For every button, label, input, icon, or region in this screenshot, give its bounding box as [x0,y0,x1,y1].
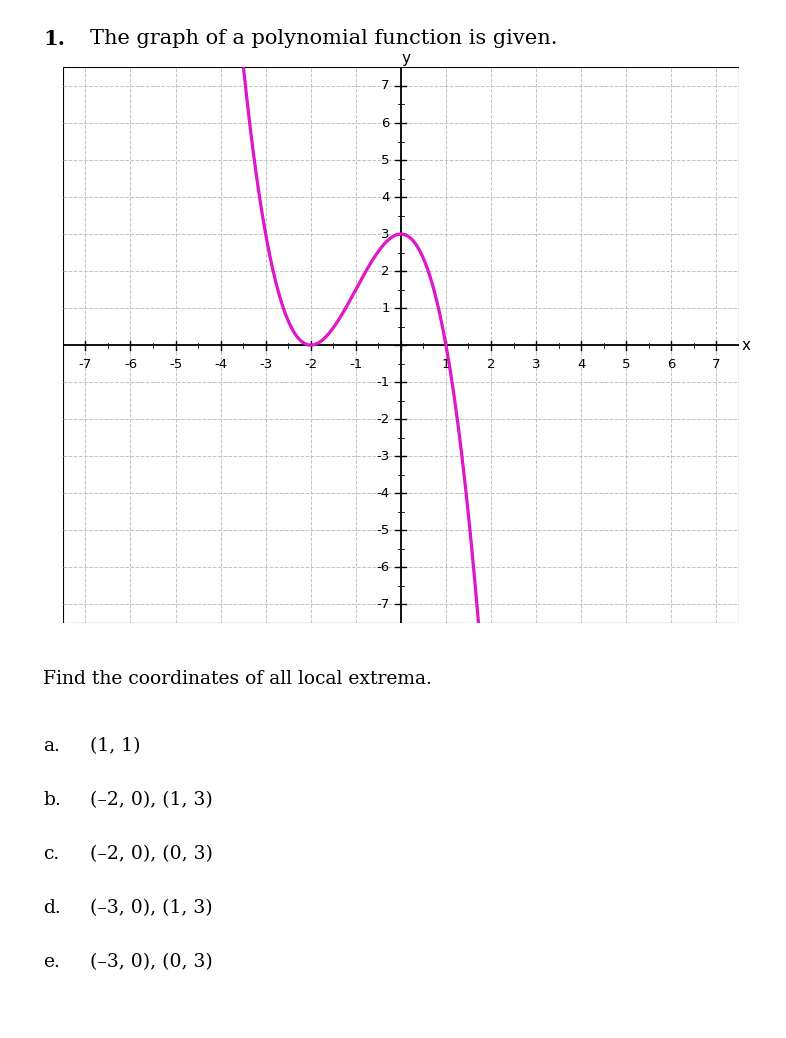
Text: -1: -1 [376,376,390,388]
Text: -3: -3 [376,449,390,463]
Text: 7: 7 [381,80,390,92]
Text: 4: 4 [381,191,390,203]
Text: d.: d. [43,899,61,917]
Text: -6: -6 [376,561,390,574]
Text: 6: 6 [667,358,675,372]
Text: (–2, 0), (0, 3): (–2, 0), (0, 3) [90,845,213,863]
Text: 2: 2 [487,358,495,372]
Text: b.: b. [43,791,61,809]
Text: -7: -7 [79,358,92,372]
Text: 4: 4 [577,358,586,372]
Text: 5: 5 [622,358,630,372]
Text: y: y [402,51,411,65]
Text: c.: c. [43,845,60,863]
Text: -5: -5 [169,358,182,372]
Text: 5: 5 [381,154,390,166]
Text: -5: -5 [376,524,390,537]
Text: (–2, 0), (1, 3): (–2, 0), (1, 3) [90,791,213,809]
Text: -3: -3 [259,358,272,372]
Text: 3: 3 [532,358,540,372]
Text: 6: 6 [381,116,390,130]
Text: (–3, 0), (1, 3): (–3, 0), (1, 3) [90,899,213,917]
Text: 1.: 1. [43,29,65,49]
Text: -2: -2 [376,413,390,426]
Text: (1, 1): (1, 1) [90,737,141,755]
Text: 3: 3 [381,227,390,241]
Text: x: x [741,337,750,353]
Text: -1: -1 [349,358,362,372]
Text: a.: a. [43,737,60,755]
Text: 7: 7 [712,358,721,372]
Text: -7: -7 [376,598,390,610]
Text: 1: 1 [381,302,390,315]
Text: -2: -2 [304,358,318,372]
Text: 1: 1 [442,358,450,372]
Text: The graph of a polynomial function is given.: The graph of a polynomial function is gi… [90,29,558,48]
Text: Find the coordinates of all local extrema.: Find the coordinates of all local extrem… [43,670,432,687]
Text: 2: 2 [381,265,390,277]
Text: (–3, 0), (0, 3): (–3, 0), (0, 3) [90,953,213,971]
Text: -4: -4 [214,358,227,372]
Text: -4: -4 [376,487,390,499]
Text: -6: -6 [124,358,137,372]
Text: e.: e. [43,953,60,971]
